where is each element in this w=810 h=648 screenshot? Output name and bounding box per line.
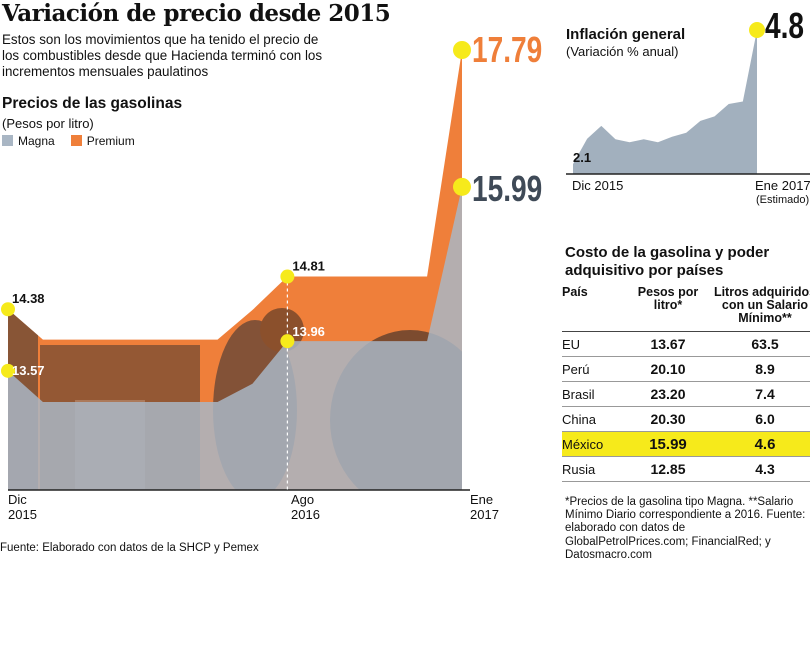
tick-label: 2017 — [470, 507, 499, 522]
cell-country: Brasil — [562, 381, 628, 407]
marker-magna — [453, 177, 471, 196]
marker-premium — [1, 302, 15, 317]
legend-premium: Premium — [70, 134, 135, 148]
tick-label: 2015 — [8, 507, 37, 522]
inflation-end-label: 4.8 — [765, 6, 804, 46]
table-notes: *Precios de la gasolina tipo Magna. **Sa… — [565, 496, 806, 561]
cell-price: 13.67 — [628, 331, 708, 357]
x-tick-ago-2016: Ago 2016 — [291, 492, 320, 522]
country-table: País Pesos por litro* Litros adquiridos … — [562, 282, 810, 482]
table-row: Brasil 23.20 7.4 — [562, 381, 810, 407]
chart-unit: (Pesos por litro) — [2, 116, 94, 131]
inflation-unit: (Variación % anual) — [566, 44, 679, 59]
legend-label: Premium — [86, 134, 135, 148]
inflation-area — [573, 30, 757, 174]
cell-country: China — [562, 406, 628, 432]
col-country: País — [562, 282, 628, 332]
table-row: Perú 20.10 8.9 — [562, 356, 810, 382]
page-title: Variación de precio desde 2015 — [2, 0, 391, 27]
x-tick-dic-2015: Dic 2015 — [8, 492, 37, 522]
tick-label: Ene — [470, 492, 494, 507]
cell-liters: 63.5 — [708, 331, 810, 357]
marker-premium — [453, 41, 471, 59]
marker-magna — [1, 363, 15, 378]
cell-liters: 6.0 — [708, 406, 810, 432]
table-row: China 20.30 6.0 — [562, 406, 810, 432]
table-row-highlighted: México 15.99 4.6 — [562, 431, 810, 457]
col-liters: Litros adquiridos con un Salario Mínimo*… — [708, 282, 810, 332]
cell-liters: 7.4 — [708, 381, 810, 407]
col-price: Pesos por litro* — [628, 282, 708, 332]
magna-area — [8, 186, 462, 490]
table-row: EU 13.67 63.5 — [562, 331, 810, 357]
inflation-start-label: 2.1 — [573, 150, 591, 165]
source-note: Fuente: Elaborado con datos de la SHCP y… — [0, 542, 259, 554]
inflation-tick-end: Ene 2017 — [755, 178, 810, 193]
cell-price: 23.20 — [628, 381, 708, 407]
premium-swatch — [70, 135, 82, 146]
table-row: Rusia 12.85 4.3 — [562, 456, 810, 482]
marker-premium — [280, 269, 295, 284]
inflation-title: Inflación general — [566, 26, 686, 43]
data-label-magna: 13.57 — [12, 363, 45, 378]
cell-country: Rusia — [562, 456, 628, 482]
magna-swatch — [2, 135, 13, 146]
cell-country: Perú — [562, 356, 628, 382]
marker-magna — [280, 334, 295, 349]
legend-label: Magna — [18, 134, 55, 148]
tick-label: Dic — [8, 492, 27, 507]
chart-title: Precios de las gasolinas — [2, 95, 183, 112]
data-label-premium: 17.79 — [472, 30, 542, 70]
legend-magna: Magna — [2, 134, 55, 148]
legend: Magna Premium — [2, 134, 135, 148]
inflation-estimate-note: (Estimado) — [756, 194, 810, 206]
data-label-premium: 14.81 — [292, 259, 325, 274]
cell-price: 12.85 — [628, 456, 708, 482]
cell-liters: 8.9 — [708, 356, 810, 382]
table-header: País Pesos por litro* Litros adquiridos … — [562, 282, 810, 332]
inflation-marker — [749, 22, 765, 38]
cell-price: 15.99 — [628, 431, 708, 457]
table-title: Costo de la gasolina y poder adquisitivo… — [565, 244, 770, 279]
cell-price: 20.10 — [628, 356, 708, 382]
cell-country: EU — [562, 331, 628, 357]
data-label-premium: 14.38 — [12, 291, 45, 306]
cell-country: México — [562, 431, 628, 457]
cell-price: 20.30 — [628, 406, 708, 432]
inflation-tick-start: Dic 2015 — [572, 178, 624, 193]
data-label-magna: 15.99 — [472, 169, 542, 209]
cell-liters: 4.3 — [708, 456, 810, 482]
subtitle: Estos son los movimientos que ha tenido … — [2, 32, 323, 79]
cell-liters: 4.6 — [708, 431, 810, 457]
tick-label: Ago — [291, 492, 315, 507]
data-label-magna: 13.96 — [292, 324, 325, 339]
x-tick-ene-2017: Ene 2017 — [470, 492, 499, 522]
tick-label: 2016 — [291, 507, 320, 522]
